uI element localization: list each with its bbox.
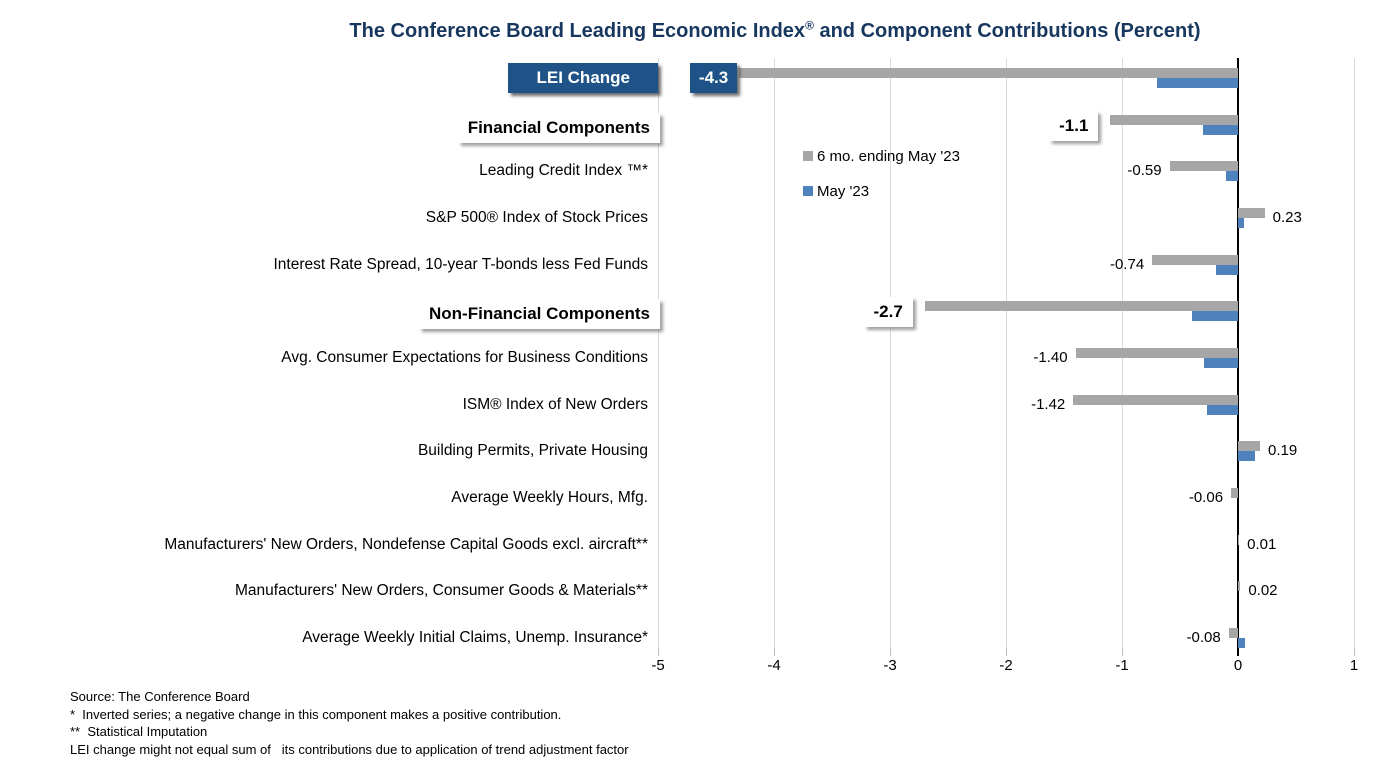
six-month-bar	[1238, 441, 1261, 451]
six-month-bar	[1075, 348, 1238, 358]
six-month-bar	[924, 301, 1238, 311]
value-label: 0.19	[1268, 442, 1298, 459]
gridline	[890, 58, 891, 648]
six-month-bar	[1073, 395, 1238, 405]
legend-item-may: May '23	[803, 182, 960, 200]
value-label: -0.08	[1186, 629, 1221, 646]
value-label: -0.74	[1109, 256, 1145, 273]
six-month-bar	[1238, 535, 1240, 545]
gridline	[774, 58, 775, 648]
axis-tick	[1006, 648, 1007, 656]
six-month-bar	[1152, 255, 1238, 265]
six-month-bar	[1238, 208, 1265, 218]
footnote-source: Source: The Conference Board	[70, 689, 250, 704]
axis-tick	[774, 648, 775, 656]
gridline	[1006, 58, 1007, 648]
value-label-section: -2.7	[863, 297, 913, 327]
legend-label-may: May '23	[817, 182, 870, 200]
may-bar	[1226, 171, 1238, 181]
may-swatch-icon	[803, 186, 813, 196]
category-label: S&P 500® Index of Stock Prices	[425, 209, 648, 226]
category-label: Building Permits, Private Housing	[417, 442, 648, 459]
category-label-section: Non-Financial Components	[419, 299, 660, 329]
may-bar	[1191, 311, 1238, 321]
chart-title: The Conference Board Leading Economic In…	[170, 18, 1380, 43]
may-bar	[1156, 78, 1238, 88]
gridline	[1354, 58, 1355, 648]
axis-tick	[1354, 648, 1355, 656]
category-label: Leading Credit Index ™*	[479, 162, 648, 179]
category-label: Manufacturers' New Orders, Nondefense Ca…	[164, 536, 648, 553]
value-label-lei-change: -4.3	[689, 63, 738, 93]
six-month-swatch-icon	[803, 151, 813, 161]
six-month-bar	[1231, 488, 1238, 498]
axis-tick-label: -4	[767, 657, 781, 674]
may-bar	[1204, 358, 1238, 368]
category-label: Average Weekly Initial Claims, Unemp. In…	[302, 629, 648, 646]
six-month-bar	[1110, 115, 1238, 125]
axis-tick-label: 0	[1233, 657, 1243, 674]
value-label: 0.23	[1272, 209, 1302, 226]
chart-title-part1: The Conference Board Leading Economic In…	[349, 20, 806, 42]
may-bar	[1238, 451, 1256, 461]
chart-title-part2: and Component Contributions (Percent)	[813, 20, 1201, 42]
axis-tick-label: -3	[883, 657, 897, 674]
zero-axis-line	[1237, 58, 1239, 656]
category-label-section: Financial Components	[457, 113, 660, 143]
footnote-statistical-imputation: ** Statistical Imputation	[70, 724, 208, 739]
axis-tick-label: -1	[1115, 657, 1129, 674]
six-month-bar	[1228, 628, 1238, 638]
may-bar	[1203, 125, 1238, 135]
value-label: -1.42	[1031, 396, 1066, 413]
may-bar	[1238, 638, 1245, 648]
category-label: Average Weekly Hours, Mfg.	[451, 489, 648, 506]
category-label: Avg. Consumer Expectations for Business …	[281, 349, 648, 366]
legend-item-six-month: 6 mo. ending May '23	[803, 147, 960, 165]
footnote-inverted-series: * Inverted series; a negative change in …	[70, 706, 562, 722]
gridline	[658, 58, 659, 648]
axis-tick-label: -2	[999, 657, 1013, 674]
footnotes: Source: The Conference Board * Inverted …	[70, 688, 629, 758]
six-month-bar	[739, 68, 1238, 78]
category-label: Manufacturers' New Orders, Consumer Good…	[235, 582, 648, 599]
value-label: 0.01	[1247, 536, 1277, 553]
axis-tick-label: 1	[1349, 657, 1359, 674]
category-label: ISM® Index of New Orders	[462, 396, 648, 413]
value-label: -1.40	[1033, 349, 1068, 366]
may-bar	[1206, 405, 1238, 415]
footnote-trend-adjustment: LEI change might not equal sum of its co…	[70, 741, 629, 757]
axis-tick	[658, 648, 659, 656]
may-bar	[1238, 218, 1244, 228]
legend-label-six-month: 6 mo. ending May '23	[817, 147, 960, 165]
category-label-lei-change: LEI Change	[508, 63, 658, 93]
value-label: 0.02	[1248, 582, 1278, 599]
axis-tick	[890, 648, 891, 656]
category-label: Interest Rate Spread, 10-year T-bonds le…	[273, 256, 649, 273]
axis-tick	[1122, 648, 1123, 656]
value-label-section: -1.1	[1049, 111, 1099, 141]
six-month-bar	[1169, 161, 1238, 171]
value-label: -0.59	[1127, 162, 1162, 179]
axis-tick-label: -5	[651, 657, 665, 674]
legend: 6 mo. ending May '23 May '23	[803, 147, 960, 217]
registered-trademark-symbol: ®	[805, 18, 814, 33]
value-label: -0.06	[1188, 489, 1224, 506]
six-month-bar	[1238, 581, 1241, 591]
may-bar	[1215, 265, 1238, 275]
